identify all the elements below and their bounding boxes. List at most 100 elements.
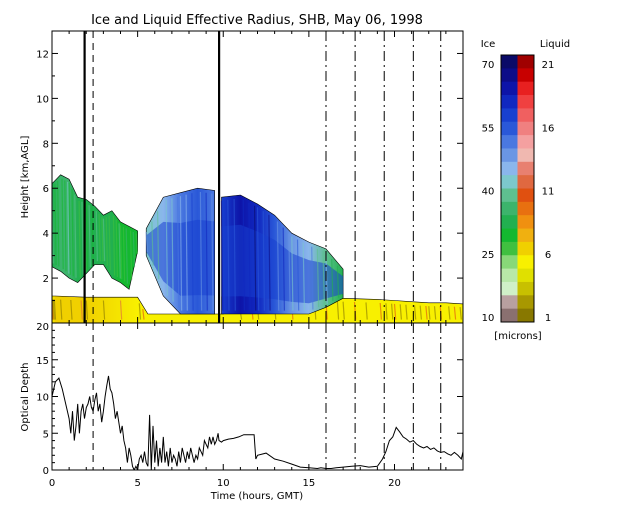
cloud-streak xyxy=(157,211,160,280)
colorbar-liquid-label: Liquid xyxy=(540,39,570,50)
cloud-streak xyxy=(81,201,84,275)
x-tick-label-time: 20 xyxy=(388,478,401,489)
cloud-streak xyxy=(57,181,60,267)
colorbar-ice-swatch xyxy=(501,308,518,323)
colorbar-ice-swatch xyxy=(501,215,518,229)
colorbar-ice-swatch xyxy=(501,68,518,83)
bottom-panel-frame xyxy=(51,322,464,471)
colorbar-ice-swatch xyxy=(501,241,518,256)
cloud-streak xyxy=(165,199,168,296)
cloud-streak xyxy=(112,215,116,276)
colorbar-ice-swatch xyxy=(501,255,518,269)
cloud-streak xyxy=(171,198,174,302)
colorbar-liquid-swatch xyxy=(517,188,534,203)
colorbar-ice-swatch xyxy=(501,81,518,96)
colorbar-ice-swatch xyxy=(501,175,518,189)
cloud-streak xyxy=(391,303,394,320)
cloud-streak xyxy=(98,214,101,262)
y-axis-label-optical-depth: Optical Depth xyxy=(20,363,31,432)
colorbar-tick-labels: 70 55 40 25 10 21 16 11 6 1 xyxy=(482,60,555,324)
cloud-streak xyxy=(119,225,123,280)
cloud-streak xyxy=(336,265,340,298)
cloud-streak xyxy=(425,305,428,320)
colorbar-liquid-swatch xyxy=(517,108,534,123)
cloud-streak xyxy=(459,307,462,320)
cloud-streak xyxy=(385,303,388,320)
cloud-streak xyxy=(119,300,123,320)
cloud-streak xyxy=(88,205,91,268)
cloud-streak xyxy=(342,301,345,320)
cloud-streak xyxy=(393,303,397,320)
colorbar-ice-tick: 70 xyxy=(482,60,495,71)
cloud-streak xyxy=(64,180,67,272)
cloud-streak xyxy=(242,199,245,311)
colorbar-liquid-swatch xyxy=(517,81,534,96)
cloud-streak xyxy=(453,306,457,320)
colorbar-ice-ramp xyxy=(501,55,518,323)
cloud-streak xyxy=(151,221,154,266)
cloud-streak xyxy=(61,178,64,270)
cloud-streak xyxy=(268,214,271,311)
cloud-streak xyxy=(52,299,55,320)
cloud-streak xyxy=(248,202,251,311)
cloud-streak xyxy=(138,303,142,320)
cloud-streak xyxy=(254,205,257,311)
cloud-streak xyxy=(67,181,70,274)
colorbar-ice-swatch xyxy=(501,161,518,176)
colorbar-liquid-swatch xyxy=(517,308,534,323)
cloud-streak xyxy=(108,215,111,271)
cloud-streak xyxy=(191,193,194,311)
colorbar-liquid-swatch xyxy=(517,148,534,163)
optical-depth-series-line xyxy=(52,375,463,470)
colorbar-liquid-swatch xyxy=(517,95,534,109)
cloud-streak xyxy=(276,221,280,311)
cloud-streak xyxy=(331,258,334,301)
colorbar-liquid-swatch xyxy=(517,161,534,176)
colorbar-liquid-tick: 6 xyxy=(545,250,551,261)
colorbar-liquid-swatch xyxy=(517,268,534,283)
event-lines-top xyxy=(92,31,442,323)
cloud-streak xyxy=(115,219,118,278)
cloud-streak xyxy=(316,248,320,308)
cloud-streak xyxy=(102,218,106,262)
cloud-streak xyxy=(379,302,382,320)
colorbar-ice-swatch xyxy=(501,228,518,243)
y-tick-label-height: 4 xyxy=(43,229,49,240)
cloud-streak xyxy=(135,233,138,255)
y-tick-label-height: 12 xyxy=(36,49,49,60)
colorbar-ice-tick: 40 xyxy=(482,187,495,198)
colorbar-ice-swatch xyxy=(501,55,518,69)
cloud-streak xyxy=(60,299,63,320)
colorbar: Ice Liquid 70 55 40 25 10 21 16 11 6 1 [microns] xyxy=(481,39,570,342)
cloud-streak xyxy=(405,304,408,320)
cloud-streak xyxy=(177,196,180,308)
y-tick-label-optical-depth: 0 xyxy=(43,466,49,477)
cloud-streak xyxy=(296,239,300,311)
optical-depth-panel: 0 5 10 15 20 0 5 10 15 20 Optical Depth Time (hou… xyxy=(20,322,464,502)
colorbar-liquid-swatch xyxy=(517,281,534,296)
x-axis-label-time: Time (hours, GMT) xyxy=(210,491,304,502)
colorbar-ice-swatch xyxy=(501,281,518,296)
cloud-streak xyxy=(322,251,325,306)
colorbar-liquid-swatch xyxy=(517,255,534,269)
x-tick-label-time: 5 xyxy=(134,478,140,489)
cloud-streak xyxy=(102,300,106,320)
cloud-streak xyxy=(125,228,128,284)
cloud-streak xyxy=(122,226,126,282)
colorbar-liquid-swatch xyxy=(517,135,534,149)
colorbar-liquid-tick: 21 xyxy=(542,60,555,71)
colorbar-ice-tick: 25 xyxy=(482,250,495,261)
colorbar-ice-tick: 55 xyxy=(482,123,495,134)
y-tick-label-optical-depth: 15 xyxy=(36,356,49,367)
colorbar-ice-swatch xyxy=(501,108,518,123)
colorbar-liquid-swatch xyxy=(517,121,534,136)
y-tick-label-height: 6 xyxy=(43,184,49,195)
cloud-streak xyxy=(262,211,265,311)
cloud-streak xyxy=(413,305,417,320)
cloud-streak xyxy=(311,246,314,310)
cloud-streak xyxy=(129,230,133,280)
cloud-streak xyxy=(53,299,57,320)
cloud-streak xyxy=(78,200,81,278)
cloud-streak xyxy=(118,223,121,279)
